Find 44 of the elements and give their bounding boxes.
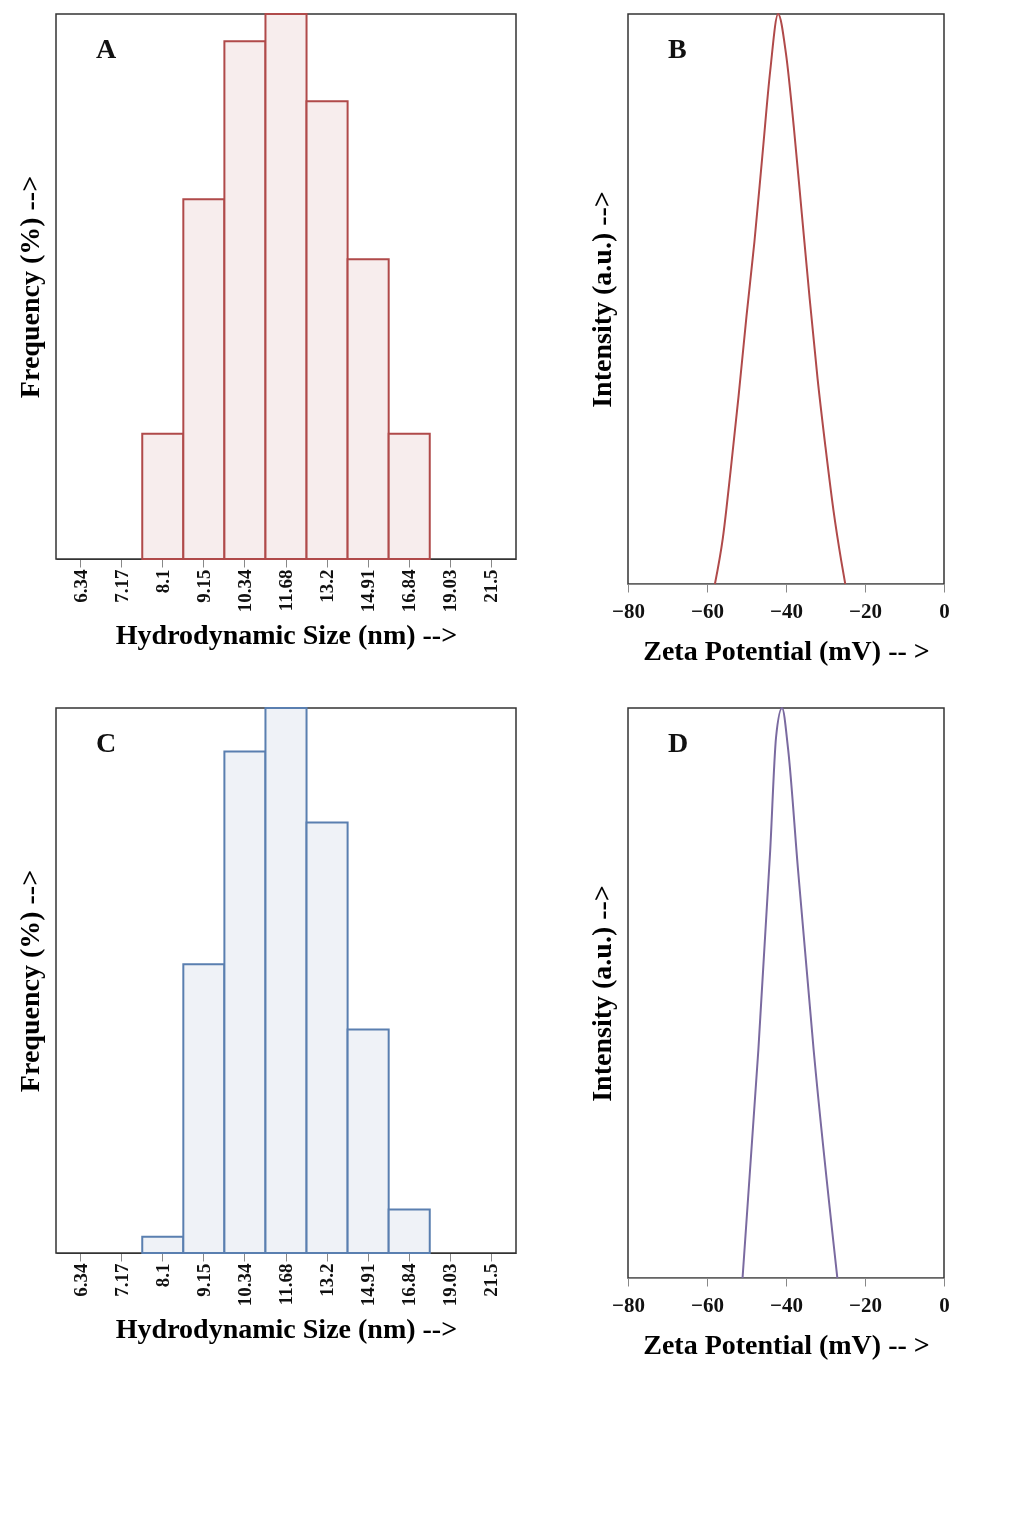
y-axis-title: Frequency (%) -->	[13, 869, 45, 1093]
text: C	[96, 727, 117, 758]
y-axis-title: Intensity (a.u.) -->	[585, 191, 617, 408]
x-tick-label: 14.91	[357, 1263, 379, 1307]
text: D	[668, 727, 689, 758]
x-axis-title: Zeta Potential (mV) -- >	[643, 1328, 930, 1360]
x-axis-title: Hydrodynamic Size (nm) -->	[115, 1313, 458, 1345]
x-tick-label: 19.03	[439, 569, 461, 613]
x-tick-label: 6.34	[69, 1263, 91, 1297]
x-tick-label: 7.17	[110, 1263, 132, 1297]
text: B	[668, 33, 687, 64]
x-axis-title: Zeta Potential (mV) -- >	[643, 634, 930, 666]
x-tick-label: 6.34	[69, 569, 91, 603]
x-tick-label: 13.2	[316, 569, 338, 603]
x-tick-label: −80	[612, 598, 645, 623]
x-tick-label: −60	[691, 1292, 724, 1317]
x-tick-label: 21.5	[480, 569, 502, 603]
x-tick-label: 0	[939, 1292, 950, 1317]
x-tick-label: 0	[939, 598, 950, 623]
x-tick-label: 8.1	[151, 1263, 173, 1288]
x-tick-label: 13.2	[316, 1263, 338, 1297]
x-tick-label: 8.1	[151, 569, 173, 594]
x-tick-label: −20	[849, 1292, 882, 1317]
x-tick-label: 9.15	[192, 569, 214, 603]
x-tick-label: 11.68	[275, 569, 296, 612]
x-tick-label: 10.34	[233, 1263, 255, 1307]
y-axis-title: Frequency (%) -->	[13, 175, 45, 399]
x-tick-label: 19.03	[439, 1263, 461, 1307]
x-tick-label: 7.17	[110, 569, 132, 603]
text: A	[96, 33, 117, 64]
x-axis-title: Hydrodynamic Size (nm) -->	[115, 619, 458, 651]
x-tick-label: 11.68	[275, 1263, 296, 1306]
x-tick-label: −40	[770, 598, 803, 623]
x-tick-label: −80	[612, 1292, 645, 1317]
x-tick-label: −60	[691, 598, 724, 623]
x-tick-label: 16.84	[398, 1263, 420, 1307]
x-tick-label: 14.91	[357, 569, 379, 613]
x-tick-label: 16.84	[398, 569, 420, 613]
x-tick-label: 21.5	[480, 1263, 502, 1297]
y-axis-title: Intensity (a.u.) -->	[585, 885, 617, 1102]
x-tick-label: −40	[770, 1292, 803, 1317]
x-tick-label: 9.15	[192, 1263, 214, 1297]
x-tick-label: −20	[849, 598, 882, 623]
x-tick-label: 10.34	[233, 569, 255, 613]
